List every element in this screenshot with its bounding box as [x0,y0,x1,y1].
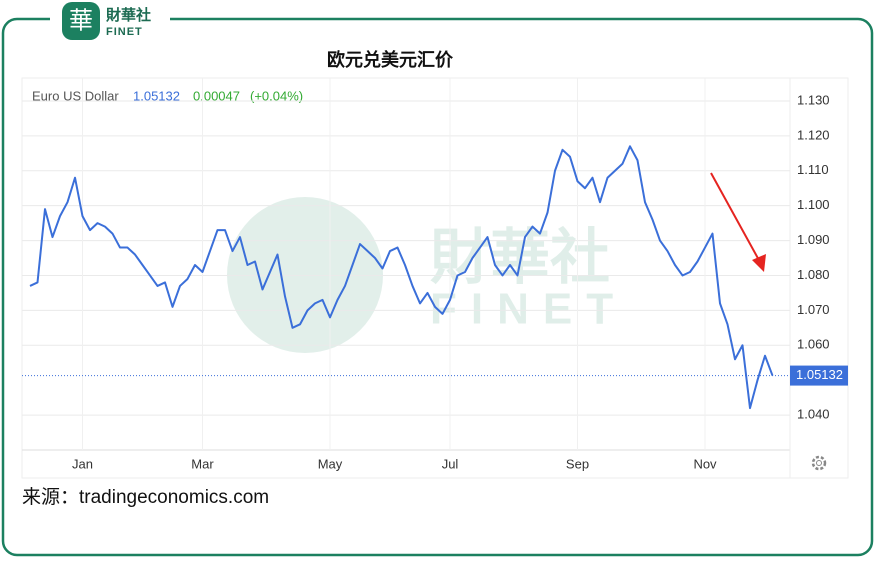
logo-mark [62,2,100,40]
y-tick-label: 1.070 [797,302,830,317]
legend-change-pct: (+0.04%) [250,88,303,103]
y-tick-label: 1.060 [797,337,830,352]
legend-change: 0.00047 [193,88,240,103]
y-tick-label: 1.080 [797,267,830,282]
legend-name: Euro US Dollar [32,88,119,103]
x-tick-label: Jul [442,456,459,471]
y-tick-label: 1.100 [797,197,830,212]
y-tick-label: 1.120 [797,127,830,142]
series-line [29,145,774,410]
watermark-latin: FINET [430,285,627,334]
x-tick-label: Mar [191,456,214,471]
annotation-arrow [710,172,761,263]
source: 来源：tradingeconomics.com [22,486,269,508]
x-tick-label: Nov [693,456,717,471]
gear[interactable] [811,455,827,471]
chart-title: 欧元兑美元汇价 [327,49,454,70]
y-tick-label: 1.040 [797,407,830,422]
settings-icon[interactable] [811,455,827,471]
y-tick-label: 1.130 [797,92,830,107]
watermark-text: 財華社 [430,224,610,291]
brand-name: 財華社 [105,6,151,24]
x-tick-label: Sep [566,456,589,471]
gear-hub[interactable] [816,460,822,466]
last-value-label: 1.05132 [796,367,843,382]
last-value-tag [790,365,848,386]
brand-latin: FINET [106,26,143,38]
y-tick-label: 1.090 [797,232,830,247]
x-tick-label: May [318,456,343,471]
annotation-arrowhead [752,254,766,272]
legend-last: 1.05132 [133,88,180,103]
plot-panel [21,77,849,479]
y-tick-label: 1.110 [797,162,829,177]
x-tick-label: Jan [72,456,93,471]
logo-glyph: 華 [69,7,93,35]
